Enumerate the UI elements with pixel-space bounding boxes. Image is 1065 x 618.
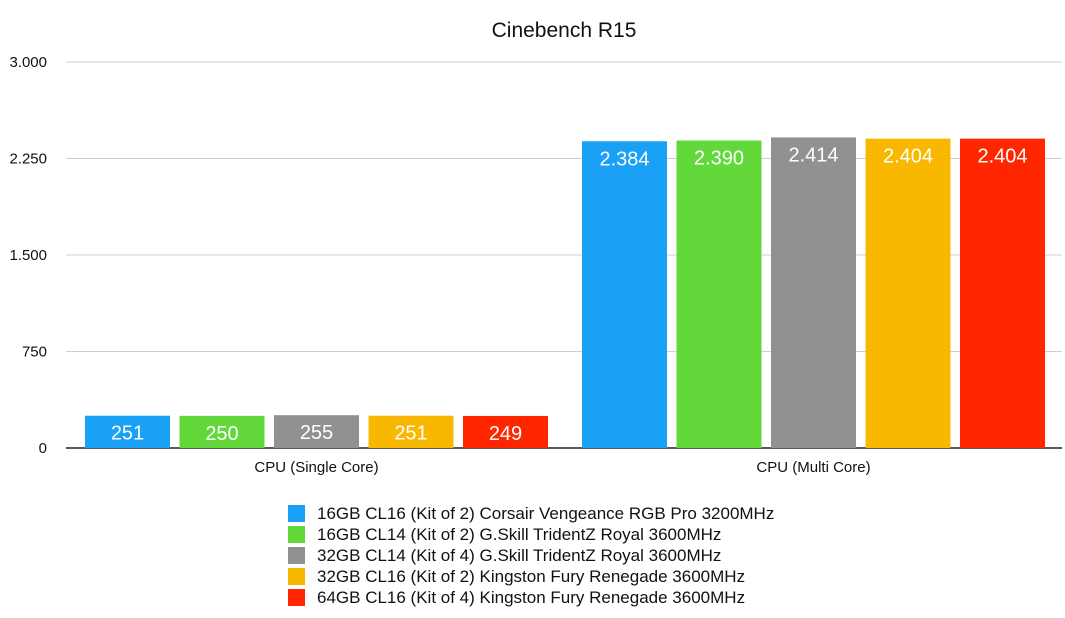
legend-label: 32GB CL14 (Kit of 4) G.Skill TridentZ Ro… [317,546,722,565]
bar [771,137,856,448]
bar-value-label: 2.404 [977,146,1027,168]
y-tick-label: 750 [22,344,47,361]
x-category-label: CPU (Multi Core) [756,459,870,476]
legend-item: 32GB CL16 (Kit of 2) Kingston Fury Reneg… [288,566,868,587]
bar-value-label: 250 [205,423,238,445]
legend: 16GB CL16 (Kit of 2) Corsair Vengeance R… [288,503,868,608]
bar-value-label: 2.390 [694,147,744,169]
y-tick-label: 1.500 [9,247,47,264]
bar [179,415,265,448]
bar [274,415,359,448]
y-tick-label: 2.250 [9,151,47,168]
bar [368,415,454,448]
x-category-label: CPU (Single Core) [254,459,378,476]
chart-plot: Cinebench R15 0 750 1.500 2.250 3.000 251 250… [9,19,1062,476]
bar-value-label: 255 [300,422,333,444]
legend-label: 16GB CL16 (Kit of 2) Corsair Vengeance R… [317,504,775,523]
bar [960,138,1045,448]
bar [85,415,170,448]
legend-swatch [288,505,305,522]
legend-swatch [288,568,305,585]
bar-value-label: 2.404 [883,146,933,168]
bar [676,140,762,448]
bar-value-label: 249 [489,423,522,445]
bar-value-label: 251 [394,423,427,445]
chart-title: Cinebench R15 [492,19,637,42]
bar [582,141,667,448]
y-tick-label: 0 [39,440,47,457]
legend-swatch [288,547,305,564]
bar-value-label: 251 [111,423,144,445]
legend-item: 16GB CL14 (Kit of 2) G.Skill TridentZ Ro… [288,524,868,545]
legend-item: 16GB CL16 (Kit of 2) Corsair Vengeance R… [288,503,868,524]
legend-swatch [288,589,305,606]
legend-label: 64GB CL16 (Kit of 4) Kingston Fury Reneg… [317,588,746,607]
bar-value-label: 2.384 [599,148,649,170]
y-tick-label: 3.000 [9,54,47,71]
legend-label: 16GB CL14 (Kit of 2) G.Skill TridentZ Ro… [317,525,722,544]
bar [865,138,951,448]
bar [463,415,548,448]
legend-label: 32GB CL16 (Kit of 2) Kingston Fury Reneg… [317,567,746,586]
legend-item: 32GB CL14 (Kit of 4) G.Skill TridentZ Ro… [288,545,868,566]
legend-swatch [288,526,305,543]
legend-item: 64GB CL16 (Kit of 4) Kingston Fury Reneg… [288,587,868,608]
bar-value-label: 2.414 [788,144,838,166]
